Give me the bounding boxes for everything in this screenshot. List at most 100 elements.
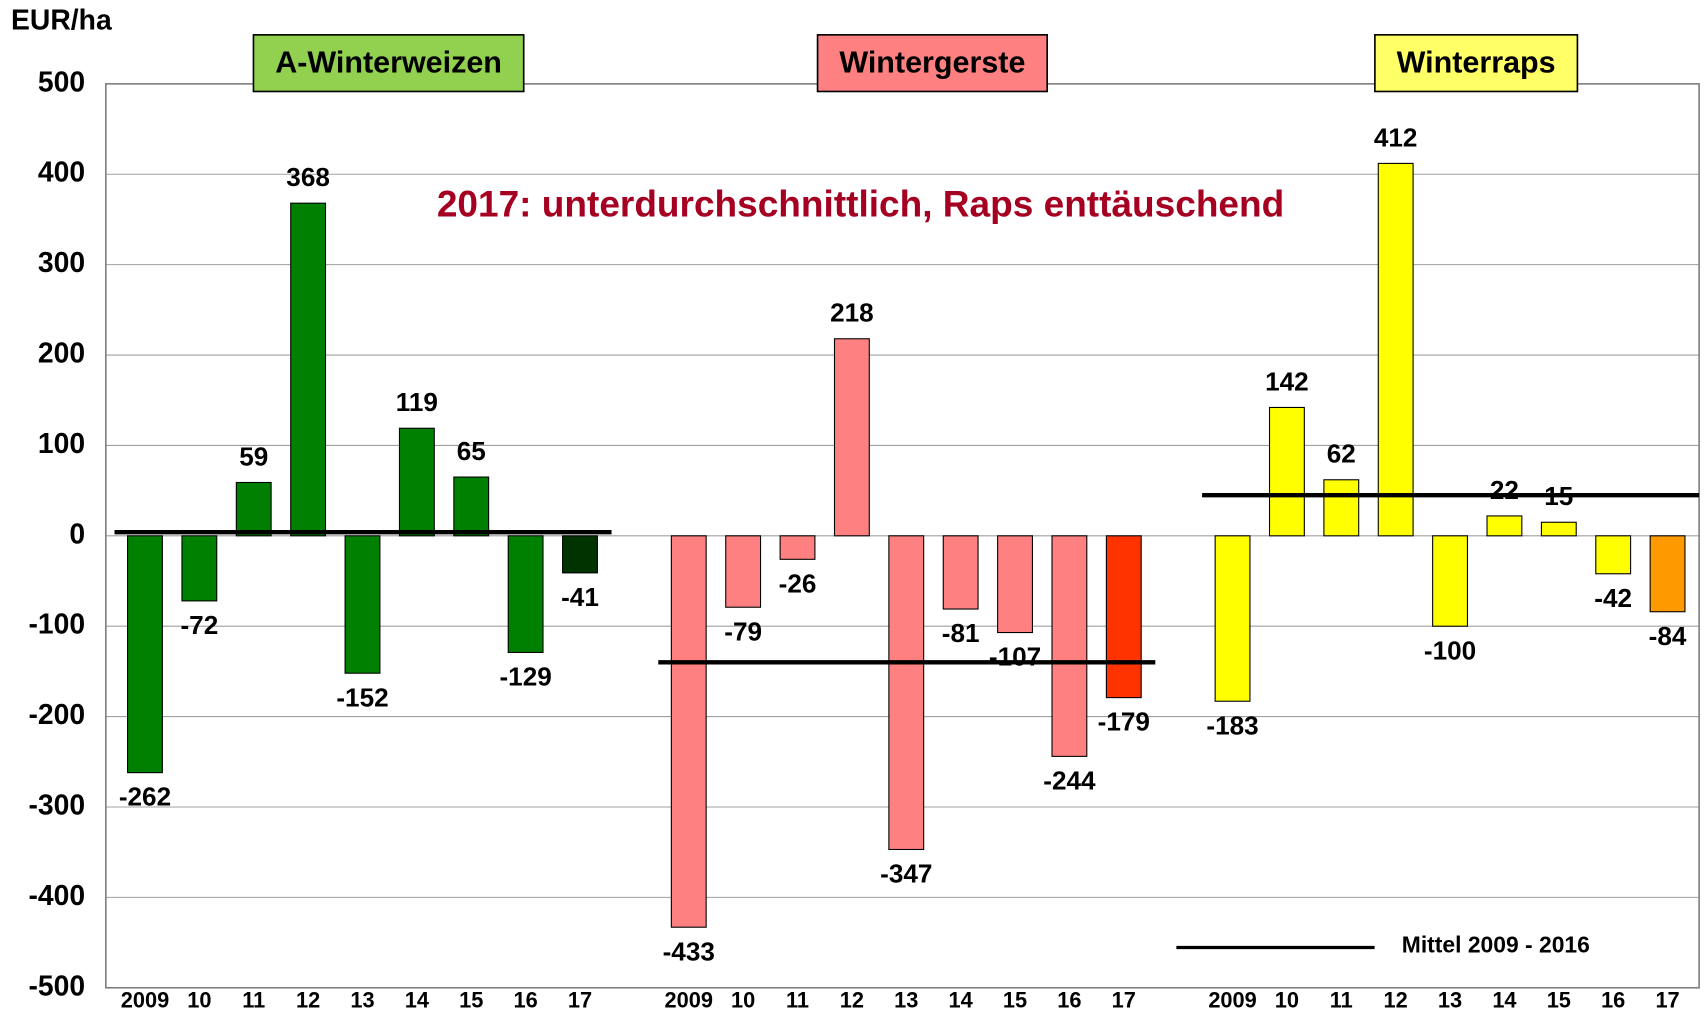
bar xyxy=(1432,535,1468,627)
y-tick-label: 100 xyxy=(38,427,85,459)
bar xyxy=(1268,406,1305,537)
value-label: -433 xyxy=(663,936,715,966)
value-label: 412 xyxy=(1374,122,1418,152)
value-label: 218 xyxy=(830,298,874,328)
bar xyxy=(344,535,381,674)
bar xyxy=(290,202,327,537)
value-label: -129 xyxy=(499,661,551,691)
y-tick-label: -400 xyxy=(28,879,85,911)
x-tick-label: 15 xyxy=(1003,988,1027,1013)
legend-label: Mittel 2009 - 2016 xyxy=(1402,931,1590,957)
bar xyxy=(235,481,272,537)
value-label: 368 xyxy=(286,162,330,192)
x-tick-label: 16 xyxy=(1601,988,1625,1013)
value-label: -41 xyxy=(561,582,599,612)
x-tick-label: 14 xyxy=(949,988,973,1013)
y-tick-label: -500 xyxy=(28,969,85,1001)
x-tick-label: 2009 xyxy=(1208,988,1256,1013)
bar xyxy=(833,338,870,537)
x-tick-label: 10 xyxy=(731,988,755,1013)
x-tick-label: 11 xyxy=(242,988,265,1013)
x-tick-label: 11 xyxy=(786,988,809,1013)
group-title: Winterraps xyxy=(1397,45,1556,79)
group-title-box xyxy=(816,34,1049,93)
y-tick-label: -200 xyxy=(28,698,85,730)
bar xyxy=(1540,521,1577,537)
value-label: -26 xyxy=(779,568,817,598)
bar xyxy=(1214,535,1251,702)
value-label: -72 xyxy=(180,610,218,640)
value-label: -84 xyxy=(1649,621,1687,651)
x-tick-label: 2009 xyxy=(121,988,169,1013)
bar xyxy=(1649,535,1686,613)
value-label: 142 xyxy=(1265,366,1309,396)
bar xyxy=(127,535,163,774)
x-tick-label: 16 xyxy=(1057,988,1081,1013)
bar xyxy=(453,476,490,537)
value-label: -244 xyxy=(1043,765,1096,795)
y-tick-label: -300 xyxy=(28,788,85,820)
y-tick-label: 500 xyxy=(38,65,85,97)
value-label: -79 xyxy=(724,616,762,646)
value-label: 119 xyxy=(396,387,438,417)
bar xyxy=(562,535,598,574)
x-tick-label: 14 xyxy=(1492,988,1516,1013)
x-tick-label: 13 xyxy=(894,988,918,1013)
value-label: 65 xyxy=(457,436,486,466)
value-label: -152 xyxy=(336,682,388,712)
bar xyxy=(997,535,1033,634)
x-tick-label: 12 xyxy=(1384,988,1408,1013)
group-title: A-Winterweizen xyxy=(275,45,502,79)
value-label: 59 xyxy=(239,441,268,471)
bar xyxy=(1595,535,1632,575)
x-tick-label: 15 xyxy=(1547,988,1571,1013)
group-title-box xyxy=(1374,34,1579,93)
bar xyxy=(181,535,218,602)
bar xyxy=(888,535,925,851)
bar xyxy=(1051,535,1088,757)
value-label: -42 xyxy=(1594,583,1632,613)
y-tick-label: -100 xyxy=(28,608,85,640)
bar xyxy=(725,535,762,608)
bar xyxy=(1105,535,1142,699)
x-tick-label: 14 xyxy=(405,988,429,1013)
bar xyxy=(398,427,435,537)
x-tick-label: 17 xyxy=(1112,988,1136,1013)
value-label: -262 xyxy=(119,782,171,812)
x-tick-label: 15 xyxy=(459,988,483,1013)
value-label: -179 xyxy=(1098,707,1150,737)
annotation: 2017: unterdurchschnittlich, Raps enttäu… xyxy=(437,183,1284,225)
value-label: -107 xyxy=(989,642,1041,672)
x-tick-label: 17 xyxy=(568,988,592,1013)
bar xyxy=(670,535,707,928)
value-label: 62 xyxy=(1327,439,1356,469)
bar xyxy=(1323,479,1360,537)
x-tick-label: 12 xyxy=(840,988,864,1013)
group-title-box xyxy=(252,34,525,93)
y-axis-label: EUR/ha xyxy=(11,3,112,35)
y-tick-label: 200 xyxy=(38,337,85,369)
x-tick-label: 13 xyxy=(1438,988,1462,1013)
bar xyxy=(1377,162,1414,537)
x-tick-label: 10 xyxy=(187,988,211,1013)
x-tick-label: 10 xyxy=(1275,988,1299,1013)
y-tick-label: 0 xyxy=(69,517,85,549)
value-label: -100 xyxy=(1424,635,1476,665)
bar xyxy=(942,535,979,610)
x-tick-label: 12 xyxy=(296,988,320,1013)
value-label: 22 xyxy=(1490,475,1519,505)
x-tick-label: 11 xyxy=(1330,988,1353,1013)
x-tick-label: 16 xyxy=(514,988,538,1013)
bar xyxy=(1486,515,1523,537)
bar xyxy=(507,535,544,653)
group-title: Wintergerste xyxy=(839,45,1025,79)
x-tick-label: 13 xyxy=(350,988,374,1013)
y-tick-label: 300 xyxy=(38,246,85,278)
value-label: -347 xyxy=(880,859,932,889)
value-label: -81 xyxy=(942,618,980,648)
y-tick-label: 400 xyxy=(38,156,85,188)
bar xyxy=(779,535,816,560)
value-label: -183 xyxy=(1206,710,1258,740)
x-tick-label: 2009 xyxy=(665,988,713,1013)
